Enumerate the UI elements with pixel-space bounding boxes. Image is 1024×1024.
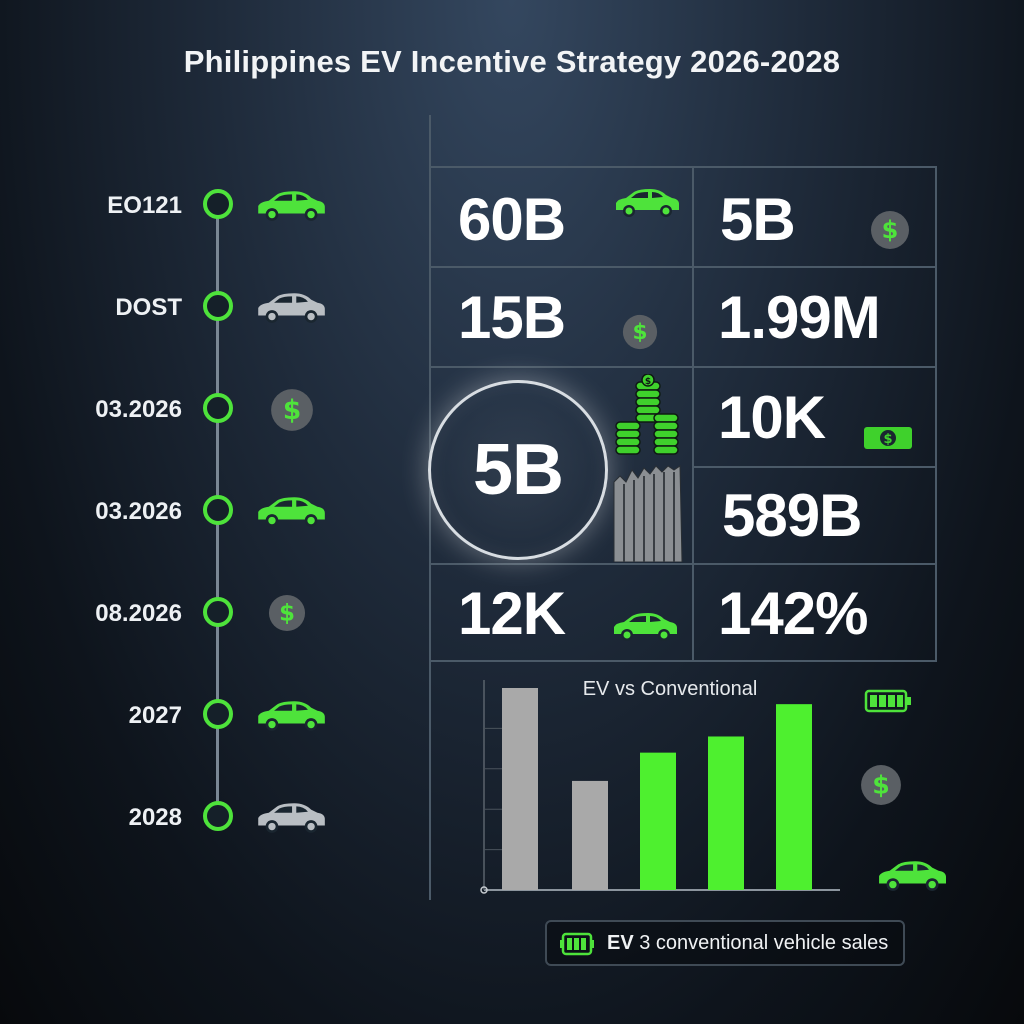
chart-title: EV vs Conventional (582, 678, 758, 700)
svg-text:$: $ (279, 601, 295, 627)
car-icon (254, 188, 328, 224)
svg-text:$: $ (283, 395, 301, 426)
bill-stack-icon (613, 465, 683, 562)
timeline-item: 2027 (0, 696, 360, 736)
timeline-node (203, 597, 233, 627)
bar-conventional-0 (502, 688, 538, 890)
page-title: Philippines EV Incentive Strategy 2026-2… (183, 44, 841, 79)
svg-text:$: $ (882, 216, 899, 244)
grid-divider (935, 166, 937, 662)
grid-divider (429, 563, 937, 565)
legend-label-bold: EV (607, 932, 634, 954)
dollar-coin-icon: $ (270, 388, 344, 431)
timeline-item: EO121 (0, 186, 360, 226)
timeline-label: 08.2026 (95, 600, 182, 627)
stat-10k: 10K (718, 384, 826, 451)
timeline-label: EO121 (107, 192, 182, 219)
timeline-label: DOST (115, 294, 182, 321)
car-icon (616, 189, 679, 217)
grid-divider (429, 266, 937, 268)
stat-589b: 589B (722, 482, 862, 549)
svg-text:$: $ (872, 770, 890, 799)
timeline-label: 03.2026 (95, 498, 182, 525)
timeline-item: 2028 (0, 798, 360, 838)
grid-divider (429, 366, 937, 368)
stat-15b: 15B (458, 284, 566, 351)
stat-1-99m: 1.99M (718, 284, 881, 351)
timeline-node (203, 393, 233, 423)
car-icon (254, 698, 328, 734)
axis-origin (480, 886, 488, 894)
stat-12k: 12K (458, 580, 566, 647)
chart-legend: EV 3 conventional vehicle sales (545, 920, 905, 966)
bar-ev-4 (776, 704, 812, 890)
car-icon (254, 800, 328, 836)
legend-label: EV 3 conventional vehicle sales (607, 932, 888, 955)
dollar-coin-icon: $ (861, 765, 901, 805)
bar-chart (480, 680, 840, 894)
cash-icon: $ (864, 427, 912, 449)
timeline-node (203, 189, 233, 219)
bar-conventional-1 (572, 780, 608, 890)
car-icon (254, 494, 328, 530)
car-icon (254, 290, 328, 326)
dollar-coin-icon: $ (622, 314, 658, 350)
stat-60b: 60B (458, 186, 566, 253)
timeline-node (203, 495, 233, 525)
timeline-node (203, 801, 233, 831)
coin-stack-icon: $ (615, 374, 679, 455)
bar-ev-3 (708, 736, 744, 890)
car-icon (614, 613, 677, 641)
stat-5b: 5B (720, 186, 796, 253)
battery-icon (560, 932, 594, 956)
bar-ev-2 (640, 752, 676, 890)
grid-divider (429, 115, 431, 900)
timeline-label: 2027 (128, 702, 182, 729)
grid-divider (692, 466, 937, 468)
svg-text:$: $ (883, 432, 892, 447)
timeline-node (203, 699, 233, 729)
timeline-label: 03.2026 (95, 396, 182, 423)
battery-icon (864, 689, 911, 713)
timeline-item: 08.2026 $ (0, 594, 360, 634)
stat-142-percent: 142% (718, 580, 868, 647)
timeline-label: 2028 (128, 804, 182, 831)
svg-text:$: $ (645, 377, 651, 387)
timeline-item: 03.2026 (0, 492, 360, 532)
grid-divider (429, 166, 937, 168)
svg-text:$: $ (632, 320, 647, 345)
timeline-node (203, 291, 233, 321)
dollar-coin-icon: $ (268, 594, 342, 632)
legend-label-rest: 3 conventional vehicle sales (639, 932, 889, 954)
grid-divider (692, 166, 694, 662)
timeline-item: 03.2026 $ (0, 388, 360, 431)
timeline-item: DOST (0, 288, 360, 328)
car-icon (879, 861, 946, 891)
grid-divider (429, 660, 937, 662)
dollar-coin-icon: $ (871, 211, 909, 249)
stat-highlight-5b: 5B (472, 430, 564, 510)
highlight-circle (428, 380, 608, 560)
